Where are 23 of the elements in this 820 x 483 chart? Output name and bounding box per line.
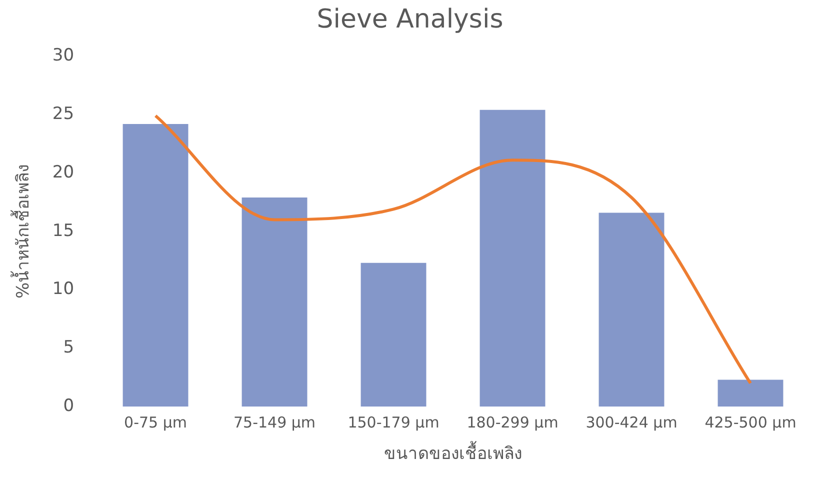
bar xyxy=(718,380,784,407)
bar xyxy=(242,198,308,407)
y-tick-label: 25 xyxy=(52,104,74,124)
x-tick-label: 180-299 µm xyxy=(466,413,558,432)
x-tick-label: 150-179 µm xyxy=(348,413,440,432)
y-tick-label: 10 xyxy=(52,279,74,300)
x-axis-title: ขนาดของเชื้อเพลิง xyxy=(384,441,522,464)
chart-title: Sieve Analysis xyxy=(316,4,504,34)
x-tick-label: 75-149 µm xyxy=(233,413,316,432)
y-tick-label: 5 xyxy=(63,338,74,358)
bar xyxy=(122,124,188,407)
x-tick-label: 0-75 µm xyxy=(124,413,188,432)
x-tick-label: 425-500 µm xyxy=(704,413,796,432)
y-tick-label: 30 xyxy=(52,46,74,66)
line-series xyxy=(154,114,752,385)
y-axis-title: %น้ำหนักเชื้อเพลิง xyxy=(10,164,34,298)
y-tick-label: 0 xyxy=(63,396,74,416)
bar xyxy=(598,212,664,407)
bar xyxy=(360,262,426,407)
y-tick-label: 20 xyxy=(52,162,74,182)
bar xyxy=(480,110,546,407)
y-tick-label: 15 xyxy=(52,220,74,241)
x-tick-label: 300-424 µm xyxy=(586,413,678,432)
